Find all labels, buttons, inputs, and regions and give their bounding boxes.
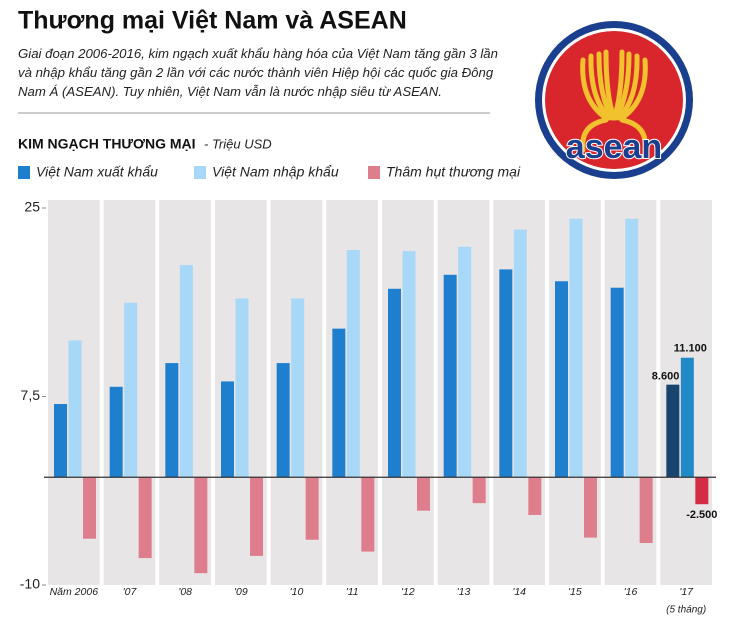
bar xyxy=(276,363,290,478)
y-tick-label: 7,5 xyxy=(21,387,41,403)
bar xyxy=(555,281,568,478)
chart-title: Thương mại Việt Nam và ASEAN xyxy=(18,7,407,35)
bar xyxy=(250,477,263,556)
legend-label: Việt Nam xuất khẩu xyxy=(36,164,158,180)
subtitle: Giai đoạn 2006-2016, kim ngạch xuất khẩu… xyxy=(18,46,498,99)
bar xyxy=(138,477,152,559)
bar xyxy=(388,288,401,478)
bar xyxy=(666,384,680,478)
bar xyxy=(513,229,527,478)
bar xyxy=(472,477,486,504)
bar xyxy=(417,477,430,511)
x-tick-label: '11 xyxy=(346,586,359,598)
y-label: KIM NGẠCH THƯƠNG MẠI xyxy=(18,136,196,152)
bar xyxy=(179,265,193,478)
x-tick-label: Năm 2006 xyxy=(50,586,99,598)
bar xyxy=(194,477,208,574)
y-label-unit: - Triệu USD xyxy=(204,136,272,151)
bar xyxy=(83,477,96,539)
legend-swatch xyxy=(18,166,30,179)
bar xyxy=(165,363,179,478)
bar xyxy=(458,246,472,478)
x-tick-label: '17 xyxy=(679,586,694,598)
x-tick-label: '07 xyxy=(123,586,138,598)
x-tick-label: '12 xyxy=(401,586,415,598)
x-tick-label: '15 xyxy=(568,586,582,598)
y-tick-label: -10 xyxy=(20,576,40,592)
value-label: 8.600 xyxy=(652,371,680,383)
x-tick-label: '16 xyxy=(624,586,638,598)
bar xyxy=(443,274,457,478)
bar xyxy=(584,477,597,538)
logo: asean xyxy=(535,21,693,179)
legend-label: Thâm hụt thương mại xyxy=(386,164,521,180)
bar xyxy=(680,357,694,478)
bar xyxy=(639,477,653,543)
bar xyxy=(68,340,82,478)
bar xyxy=(361,477,375,552)
legend-swatch xyxy=(368,166,380,179)
legend-label: Việt Nam nhập khẩu xyxy=(212,164,339,180)
bar xyxy=(569,218,583,478)
value-label: 11.100 xyxy=(674,343,707,355)
x-tick-label: '14 xyxy=(512,586,526,598)
bar xyxy=(695,477,709,505)
bar xyxy=(124,302,138,478)
legend-swatch xyxy=(194,166,206,179)
bar xyxy=(625,218,639,478)
x-tick-label: '08 xyxy=(178,586,192,598)
bar xyxy=(109,386,123,478)
annotation: (5 tháng) xyxy=(666,605,706,616)
x-tick-label: '10 xyxy=(290,586,304,598)
x-tick-label: '09 xyxy=(234,586,248,598)
bar xyxy=(499,269,513,478)
bar xyxy=(291,298,305,478)
bar xyxy=(221,381,234,478)
bar xyxy=(346,250,360,478)
bar xyxy=(305,477,319,540)
bar xyxy=(610,287,624,478)
bar xyxy=(528,477,542,515)
bar xyxy=(332,328,346,478)
bar xyxy=(54,404,67,478)
y-tick-label: 25 xyxy=(24,199,40,215)
x-tick-label: '13 xyxy=(457,586,471,598)
logo-text: asean xyxy=(566,128,662,166)
bar xyxy=(235,298,249,478)
bar xyxy=(402,251,416,478)
value-label: -2.500 xyxy=(686,509,717,521)
